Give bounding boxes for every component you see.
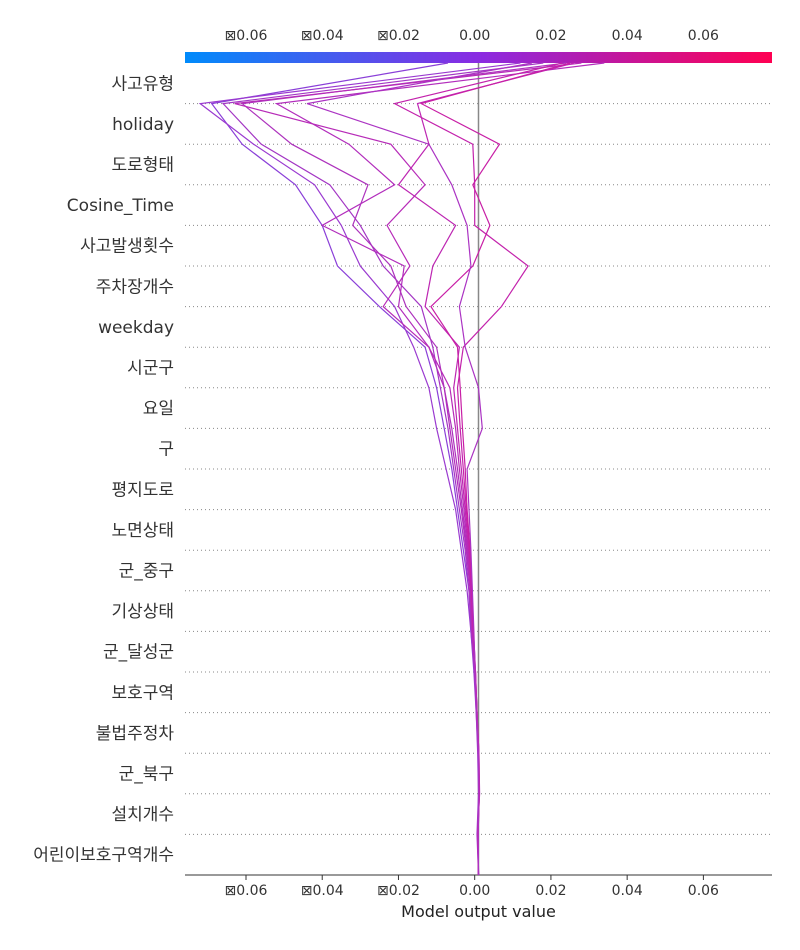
feature-label: 요일 (143, 399, 174, 419)
feature-label: 군_중구 (119, 562, 174, 582)
feature-label: 도로형태 (111, 156, 174, 176)
x-tick-label: ⊠0.04 (301, 883, 344, 899)
feature-label: Cosine_Time (67, 196, 174, 216)
x-tick-label: 0.04 (612, 883, 643, 899)
colorbar (185, 52, 772, 63)
feature-label: 설치개수 (111, 805, 174, 825)
feature-label: 평지도로 (111, 480, 174, 500)
x-axis-title: Model output value (401, 902, 556, 921)
top-tick-label: ⊠0.06 (225, 28, 268, 44)
feature-label: weekday (98, 318, 174, 338)
x-tick-label: ⊠0.02 (377, 883, 420, 899)
feature-label: 군_달성군 (103, 643, 174, 663)
feature-label: 시군구 (127, 359, 174, 379)
decision-line (221, 62, 544, 876)
feature-label: 군_북구 (119, 765, 174, 785)
feature-label: 보호구역 (111, 683, 174, 703)
top-axis: ⊠0.06 ⊠0.04 ⊠0.02 0.00 0.02 0.04 0.06 (225, 28, 720, 44)
feature-label: 노면상태 (111, 521, 174, 541)
top-tick-label: 0.06 (688, 28, 719, 44)
feature-label: 불법주정차 (96, 724, 175, 744)
top-tick-label: 0.02 (535, 28, 566, 44)
feature-label: 어린이보호구역개수 (33, 846, 174, 866)
feature-label: 사고유형 (111, 74, 174, 94)
bottom-axis: ⊠0.06 ⊠0.04 ⊠0.02 0.00 0.02 0.04 0.06 (185, 874, 772, 899)
decision-line (306, 62, 533, 876)
top-tick-label: ⊠0.04 (301, 28, 344, 44)
feature-label: 사고발생횟수 (80, 237, 174, 257)
top-tick-label: ⊠0.02 (377, 28, 420, 44)
feature-label: holiday (112, 115, 174, 135)
top-tick-label: 0.04 (612, 28, 643, 44)
x-tick-label: ⊠0.06 (225, 883, 268, 899)
decision-line (419, 62, 571, 876)
x-tick-label: 0.02 (535, 883, 566, 899)
decision-lines (198, 62, 605, 876)
x-tick-label: 0.06 (688, 883, 719, 899)
top-tick-label: 0.00 (459, 28, 490, 44)
colorbar-gradient (185, 52, 772, 63)
x-tick-label: 0.00 (459, 883, 490, 899)
feature-label: 주차장개수 (96, 277, 174, 297)
feature-label: 기상상태 (111, 602, 174, 622)
feature-label: 구 (158, 440, 174, 460)
